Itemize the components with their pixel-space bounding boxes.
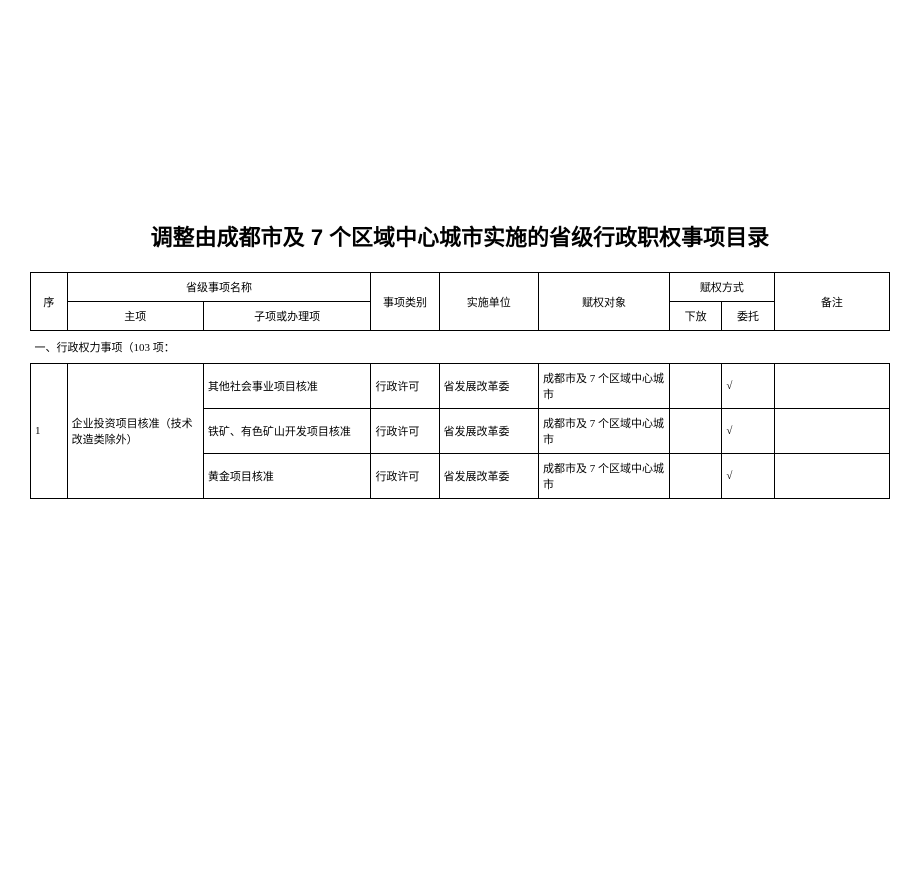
header-seq: 序 [31, 273, 68, 331]
cell-main: 企业投资项目核准（技术改造类除外） [67, 364, 203, 499]
page-title: 调整由成都市及 7 个区域中心城市实施的省级行政职权事项目录 [0, 220, 920, 252]
cell-category: 行政许可 [371, 409, 439, 454]
header-auth-method: 赋权方式 [669, 273, 774, 302]
cell-note [774, 454, 889, 499]
cell-weituo: √ [722, 364, 774, 409]
header-xiafang: 下放 [669, 302, 721, 331]
cell-xiafang [669, 409, 721, 454]
cell-target: 成都市及 7 个区域中心城市 [539, 454, 670, 499]
cell-xiafang [669, 454, 721, 499]
header-weituo: 委托 [722, 302, 774, 331]
cell-category: 行政许可 [371, 364, 439, 409]
cell-unit: 省发展改革委 [439, 364, 539, 409]
cell-seq: 1 [31, 364, 68, 499]
cell-target: 成都市及 7 个区域中心城市 [539, 409, 670, 454]
cell-category: 行政许可 [371, 454, 439, 499]
cell-xiafang [669, 364, 721, 409]
cell-weituo: √ [722, 409, 774, 454]
section-header: 一、行政权力事项（103 项： [31, 331, 890, 364]
cell-weituo: √ [722, 454, 774, 499]
cell-note [774, 409, 889, 454]
cell-sub: 铁矿、有色矿山开发项目核准 [203, 409, 371, 454]
header-auth-target: 赋权对象 [539, 273, 670, 331]
header-sub-item: 子项或办理项 [203, 302, 371, 331]
header-impl-unit: 实施单位 [439, 273, 539, 331]
cell-target: 成都市及 7 个区域中心城市 [539, 364, 670, 409]
catalog-table: 序 省级事项名称 事项类别 实施单位 赋权对象 赋权方式 备注 主项 子项或办理… [30, 272, 890, 499]
table-row: 1 企业投资项目核准（技术改造类除外） 其他社会事业项目核准 行政许可 省发展改… [31, 364, 890, 409]
cell-sub: 其他社会事业项目核准 [203, 364, 371, 409]
header-note: 备注 [774, 273, 889, 331]
header-name-group: 省级事项名称 [67, 273, 371, 302]
cell-unit: 省发展改革委 [439, 409, 539, 454]
header-category: 事项类别 [371, 273, 439, 331]
header-main-item: 主项 [67, 302, 203, 331]
cell-unit: 省发展改革委 [439, 454, 539, 499]
cell-note [774, 364, 889, 409]
cell-sub: 黄金项目核准 [203, 454, 371, 499]
